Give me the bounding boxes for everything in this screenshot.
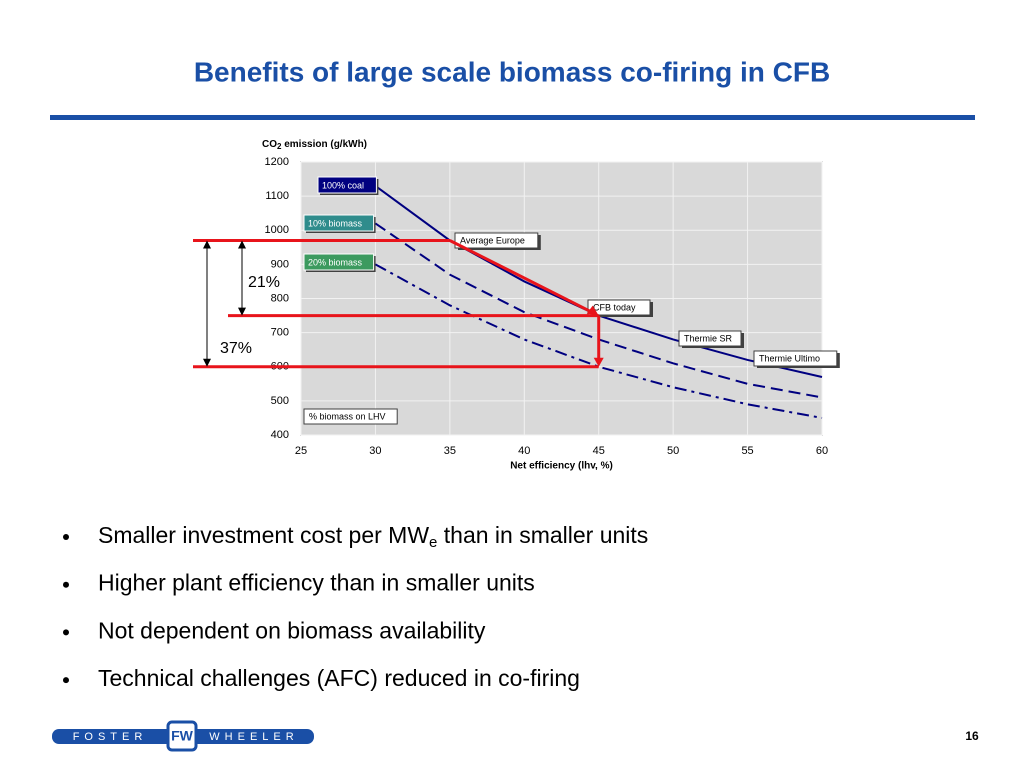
annotation-box — [678, 330, 742, 347]
y-axis-label-part: emission (g/kWh) — [281, 139, 367, 150]
annotation-label: CFB today — [593, 302, 636, 312]
annotation-box — [587, 299, 651, 316]
y-tick-label: 400 — [271, 429, 289, 441]
bullet-text-part: Higher plant efficiency than in smaller … — [98, 570, 535, 596]
x-tick-label: 50 — [667, 445, 679, 457]
y-axis-label-part: CO — [262, 139, 277, 150]
legend-label: 10% biomass — [308, 218, 363, 228]
bullet-text: Technical challenges (AFC) reduced in co… — [98, 665, 580, 691]
chart: 25 30 35 40 45 50 55 60400500600700800900100011… — [193, 139, 840, 472]
reduction-label: 37% — [220, 340, 252, 357]
page-number: 16 — [965, 729, 979, 743]
x-tick-label: 45 — [593, 445, 605, 457]
x-tick-label: 40 — [518, 445, 530, 457]
title-rule — [50, 115, 975, 120]
y-tick-label: 1200 — [265, 156, 289, 168]
x-tick-label: 25 — [295, 445, 307, 457]
bullet-subscript: e — [429, 534, 437, 551]
legend-label: 100% coal — [322, 180, 364, 190]
y-tick-label: 800 — [271, 292, 289, 304]
legend-box — [303, 214, 375, 232]
logo-emblem — [166, 720, 198, 752]
legend-box — [303, 253, 375, 271]
arrow-head — [203, 240, 211, 249]
series-line — [374, 263, 823, 419]
bullet-text-part: Technical challenges (AFC) reduced in co… — [98, 665, 580, 691]
y-axis-label-part: 2 — [277, 142, 282, 151]
logo-right: WHEELER — [209, 731, 298, 743]
y-tick-label: 700 — [271, 327, 289, 339]
arrow-head — [238, 307, 246, 316]
y-tick-label: 900 — [271, 258, 289, 270]
y-tick-label: 500 — [271, 395, 289, 407]
annotation-box — [454, 232, 539, 249]
bullet-list: Smaller investment cost per MWe than in … — [63, 522, 648, 691]
arrow-head — [586, 305, 599, 316]
bullet-dot — [63, 677, 69, 684]
reduction-label: 21% — [248, 274, 280, 291]
annotation-label: Thermie SR — [684, 333, 733, 343]
bullet-text: Not dependent on biomass availability — [98, 617, 486, 643]
bullet-text-part: than in smaller units — [437, 522, 648, 548]
arrow-head — [593, 357, 604, 367]
bullet-text-part: Not dependent on biomass availability — [98, 617, 486, 643]
x-tick-label: 55 — [741, 445, 753, 457]
legend-label: 20% biomass — [308, 257, 363, 267]
annotation-label: Thermie Ultimo — [759, 353, 820, 363]
x-tick-label: 35 — [444, 445, 456, 457]
bullet-text: Higher plant efficiency than in smaller … — [98, 570, 535, 596]
y-tick-label: 1100 — [265, 190, 289, 202]
x-tick-label: 60 — [816, 445, 828, 457]
slide-title: Benefits of large scale biomass co-firin… — [194, 56, 830, 87]
annotation-box — [753, 350, 838, 367]
bullet-text-part: Smaller investment cost per MW — [98, 522, 429, 548]
logo-left: FOSTER — [73, 731, 148, 743]
x-tick-label: 30 — [369, 445, 381, 457]
bullet-dot — [63, 581, 69, 588]
x-axis-label: Net efficiency (lhv, %) — [510, 461, 613, 472]
reference-arrow — [449, 239, 592, 313]
annotation-label: % biomass on LHV — [309, 411, 386, 421]
y-axis-label: CO2 emission (g/kWh) — [262, 139, 367, 151]
bullet-dot — [63, 629, 69, 636]
arrow-head — [203, 358, 211, 367]
annotation-box — [303, 408, 398, 425]
y-tick-label: 1000 — [265, 224, 289, 236]
arrow-head — [238, 240, 246, 249]
legend-box — [317, 176, 377, 194]
logo-emblem-text: FW — [171, 728, 194, 744]
bullet-dot — [63, 534, 69, 540]
annotation-label: Average Europe — [460, 235, 525, 245]
logo: FW FOSTER WHEELER — [52, 720, 314, 752]
bullet-text: Smaller investment cost per MWe than in … — [98, 522, 648, 551]
